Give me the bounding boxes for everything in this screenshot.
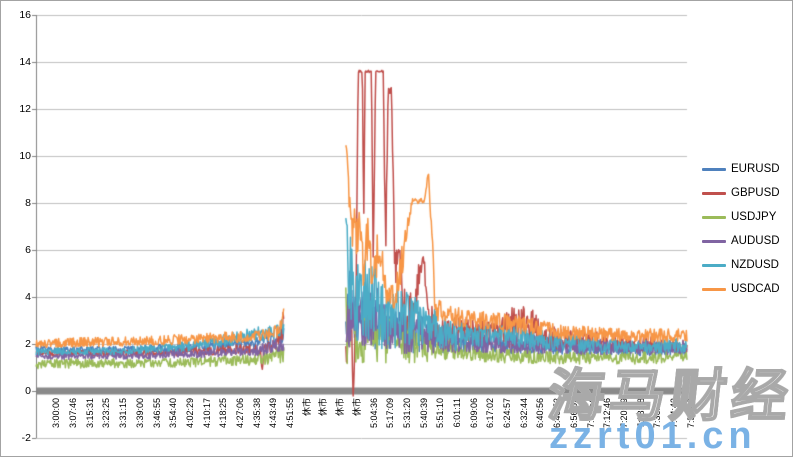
chart-legend: EURUSD GBPUSD USDJPY AUDUSD NZDUSD USDCAD [702,157,780,301]
x-axis-closed-market-label: 休市 [351,398,362,417]
legend-color-swatch [702,167,726,171]
legend-label: USDCAD [731,283,780,295]
y-axis-tick-label: 8 [25,197,31,209]
x-axis-tick-label: 5:51:10 [435,398,446,429]
x-axis-tick-label: 5:04:36 [368,398,379,429]
x-axis-tick-label: 5:17:09 [385,398,396,429]
x-axis-tick-label: 3:23:25 [101,398,112,429]
x-axis-tick-label: 6:24:57 [502,398,513,429]
x-axis-tick-label: 3:15:31 [84,398,95,429]
legend-color-swatch [702,287,726,291]
legend-label: USDJPY [731,211,777,223]
legend-item-gbpusd: GBPUSD [702,181,780,205]
legend-color-swatch [702,239,726,243]
x-axis-tick-label: 4:18:25 [218,398,229,429]
legend-label: AUDUSD [731,235,780,247]
legend-color-swatch [702,191,726,195]
x-axis-tick-label: 6:17:02 [485,398,496,429]
legend-color-swatch [702,215,726,219]
y-axis-tick-label: 6 [25,244,31,256]
y-axis-tick-label: 4 [25,291,31,303]
x-axis-tick-label: 4:51:55 [285,398,296,429]
y-axis-tick-label: 12 [19,103,31,115]
watermark-site-url: zzrt01.cn [549,415,757,457]
x-axis-tick-label: 4:43:49 [268,398,279,429]
y-axis-tick-label: -2 [21,432,31,444]
legend-item-eurusd: EURUSD [702,157,780,181]
y-axis-tick-label: 2 [25,338,31,350]
x-axis-tick-label: 5:40:39 [418,398,429,429]
x-axis-closed-market-label: 休市 [301,398,312,417]
y-axis-tick-label: 10 [19,150,31,162]
x-axis-tick-label: 3:54:40 [168,398,179,429]
y-axis-tick-label: 16 [19,9,31,21]
x-axis-tick-label: 3:07:46 [68,398,79,429]
x-axis-tick-label: 4:10:17 [201,398,212,429]
x-axis-tick-label: 3:31:15 [118,398,129,429]
x-axis-tick-label: 3:46:55 [151,398,162,429]
legend-item-nzdusd: NZDUSD [702,253,780,277]
x-axis-tick-label: 3:39:00 [134,398,145,429]
x-axis-tick-label: 6:09:06 [468,398,479,429]
x-axis-tick-label: 4:27:06 [234,398,245,429]
x-axis-tick-label: 4:35:38 [251,398,262,429]
x-axis-closed-market-label: 休市 [318,398,329,417]
legend-item-usdcad: USDCAD [702,277,780,301]
legend-item-audusd: AUDUSD [702,229,780,253]
x-axis-tick-label: 5:31:20 [401,398,412,429]
x-axis-tick-label: 3:00:00 [51,398,62,429]
x-axis-tick-label: 6:01:11 [451,398,462,428]
legend-label: NZDUSD [731,259,779,271]
legend-label: EURUSD [731,163,780,175]
y-axis-tick-label: 14 [19,56,31,68]
x-axis-closed-market-label: 休市 [335,398,346,417]
legend-color-swatch [702,263,726,267]
x-axis-tick-label: 4:02:29 [184,398,195,429]
x-axis-tick-label: 6:32:44 [518,398,529,429]
legend-item-usdjpy: USDJPY [702,205,780,229]
legend-label: GBPUSD [731,187,780,199]
y-axis-tick-label: 0 [25,385,31,397]
